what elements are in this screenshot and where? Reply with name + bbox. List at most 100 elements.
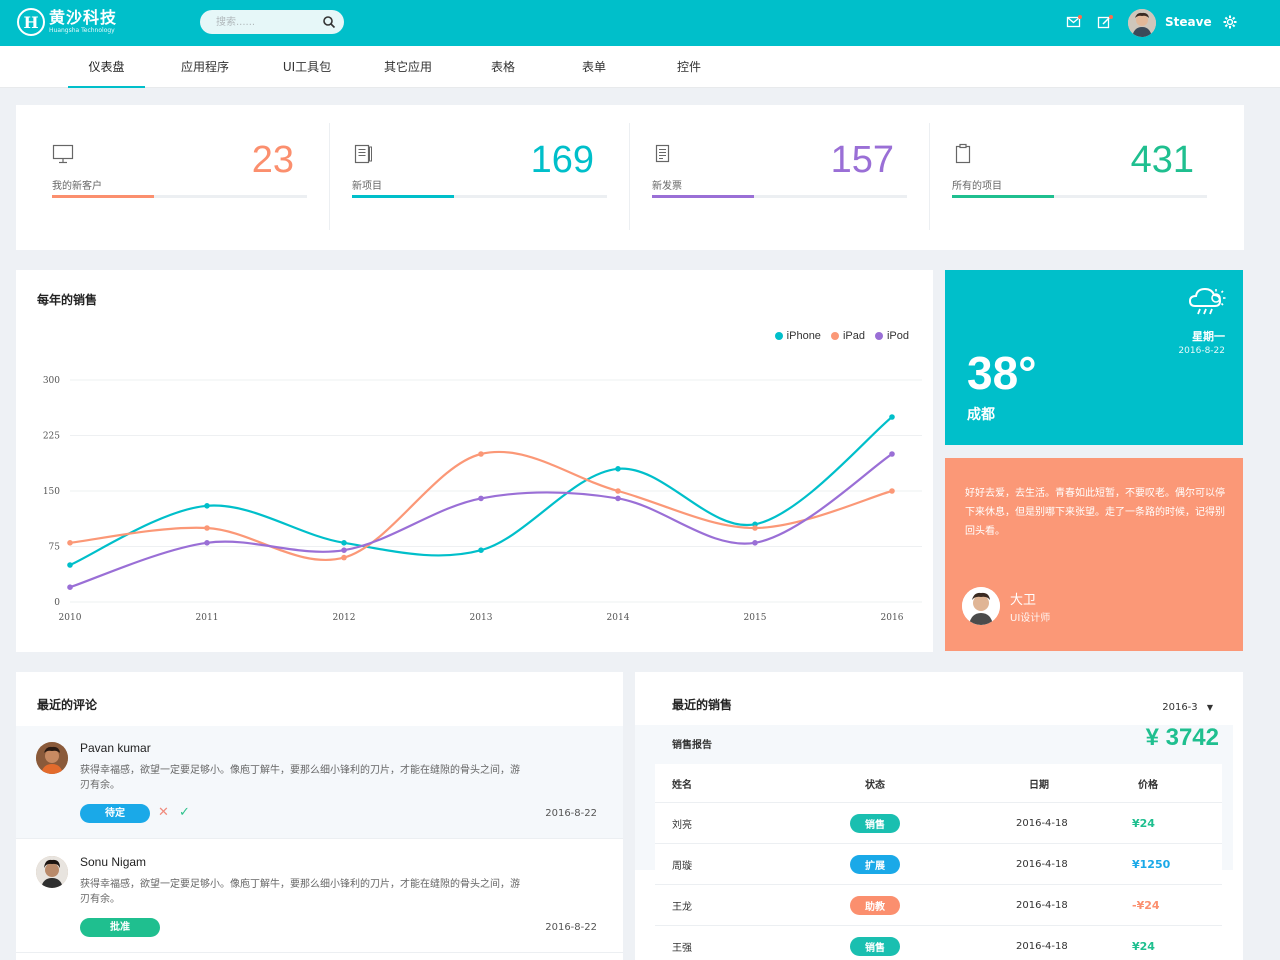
comment-status-badge[interactable]: 批准: [80, 918, 160, 937]
weather-date: 2016-8-22: [1178, 346, 1225, 356]
stat-value: 157: [830, 139, 894, 181]
stat-label: 我的新客户: [52, 181, 102, 192]
legend-item-ipod[interactable]: iPod: [874, 330, 909, 342]
legend-label: iPod: [886, 330, 909, 342]
data-point-ipod[interactable]: [67, 584, 73, 590]
data-point-ipad[interactable]: [889, 488, 895, 494]
user-avatar[interactable]: [1128, 9, 1156, 37]
data-point-ipad[interactable]: [615, 488, 621, 494]
legend-label: iPad: [842, 330, 865, 342]
legend-item-ipad[interactable]: iPad: [830, 330, 865, 342]
username[interactable]: Steave: [1165, 15, 1212, 29]
stat-divider: [929, 123, 930, 230]
legend-item-iphone[interactable]: iPhone: [774, 330, 821, 342]
comment-status-badge[interactable]: 待定: [80, 804, 150, 823]
x-tick-label: 2016: [881, 613, 904, 623]
sales-table: 姓名 状态 日期 价格 刘亮 销售 2016-4-18 ¥24 周璇 扩展 20…: [655, 764, 1222, 960]
cell-name: 王龙: [672, 901, 692, 913]
legend-label: iPhone: [786, 330, 821, 342]
data-point-ipad[interactable]: [341, 554, 347, 561]
logo-mark: H: [17, 8, 45, 36]
quote-author-avatar[interactable]: [962, 587, 1000, 625]
sales-line-chart: 0 75 150 225 300 2010 2011 2012 2013 2014 2015 2016: [43, 376, 922, 623]
stat-new-invoices[interactable]: 新发票 157: [616, 123, 916, 230]
y-tick-label: 75: [49, 543, 61, 553]
nav-item-forms[interactable]: 表单: [581, 60, 606, 74]
comment-avatar[interactable]: [36, 856, 68, 888]
data-point-ipod[interactable]: [204, 540, 210, 546]
reject-icon[interactable]: ✕: [158, 805, 169, 820]
recent-comments-card: 最近的评论 Pavan kumar 获得幸福感，欲望一定要足够小。像庖丁解牛，要…: [16, 672, 623, 960]
stat-divider: [329, 123, 330, 230]
weather-temperature: 38°: [967, 347, 1037, 399]
approve-icon[interactable]: ✓: [179, 805, 190, 820]
cell-date: 2016-4-18: [1016, 817, 1068, 829]
comment-date: 2016-8-22: [545, 922, 597, 933]
weather-card: 星期一 2016-8-22 38° 成都: [945, 270, 1243, 445]
nav-item-widgets[interactable]: 控件: [676, 60, 701, 74]
nav-item-other-apps[interactable]: 其它应用: [383, 60, 432, 74]
stat-new-clients[interactable]: 我的新客户 23: [16, 123, 316, 230]
table-row[interactable]: 刘亮 销售 2016-4-18 ¥24: [655, 803, 1222, 844]
weather-city: 成都: [967, 407, 995, 423]
sales-report-label: 销售报告: [672, 740, 712, 751]
data-point-iphone[interactable]: [67, 562, 73, 568]
cell-name: 王强: [672, 942, 692, 954]
weather-day: 星期一: [1192, 330, 1225, 343]
column-header-price: 价格: [1138, 779, 1158, 791]
x-tick-label: 2011: [196, 613, 219, 623]
stat-progress-fill: [652, 195, 754, 198]
search-input[interactable]: [200, 10, 310, 35]
search-box: [200, 10, 344, 35]
stat-value: 169: [530, 139, 594, 181]
data-point-ipad[interactable]: [67, 540, 73, 546]
quote-card: 好好去爱，去生活。青春如此短暂，不要叹老。偶尔可以停下来休息，但是别哪下来张望。…: [945, 458, 1243, 651]
x-tick-label: 2010: [59, 613, 82, 623]
stat-all-projects[interactable]: 所有的项目 431: [916, 123, 1216, 230]
comment-avatar[interactable]: [36, 742, 68, 774]
stat-label: 所有的项目: [952, 181, 1002, 192]
quote-author-role: UI设计师: [1010, 613, 1051, 624]
data-point-ipad[interactable]: [752, 525, 758, 531]
data-point-ipad[interactable]: [204, 525, 210, 531]
user-avatar-image: [1128, 9, 1156, 37]
stat-new-projects[interactable]: 新项目 169: [316, 123, 616, 230]
data-point-ipod[interactable]: [889, 451, 895, 457]
logo[interactable]: H 黄沙科技 Huangsha Technology: [17, 8, 117, 36]
data-point-iphone[interactable]: [204, 503, 210, 509]
nav-item-tables[interactable]: 表格: [490, 60, 515, 74]
cloud-sun-icon: [1188, 287, 1226, 315]
nav-item-apps[interactable]: 应用程序: [180, 60, 229, 74]
stat-progress-track: [52, 195, 307, 198]
table-row[interactable]: 王龙 助教 2016-4-18 -¥24: [655, 885, 1222, 926]
gear-icon[interactable]: [1222, 14, 1238, 30]
data-point-iphone[interactable]: [478, 547, 484, 553]
data-point-iphone[interactable]: [341, 540, 347, 546]
nav-item-ui-kit[interactable]: UI工具包: [282, 60, 332, 74]
data-point-ipod[interactable]: [341, 547, 347, 553]
data-point-ipod[interactable]: [615, 495, 621, 502]
nav-item-dashboard[interactable]: 仪表盘: [68, 46, 145, 88]
data-point-ipod[interactable]: [752, 540, 758, 546]
month-select[interactable]: 2016-3 ▼: [1162, 702, 1213, 713]
table-row[interactable]: 周璇 扩展 2016-4-18 ¥1250: [655, 844, 1222, 885]
stat-value: 431: [1130, 139, 1194, 181]
table-row[interactable]: 王强 销售 2016-4-18 ¥24: [655, 926, 1222, 960]
stat-progress-fill: [952, 195, 1054, 198]
x-tick-label: 2013: [470, 613, 493, 623]
data-point-iphone[interactable]: [889, 414, 895, 420]
legend-dot: [830, 332, 839, 340]
search-icon[interactable]: [322, 15, 336, 29]
edit-icon[interactable]: [1097, 14, 1113, 30]
quote-author-name: 大卫: [1010, 593, 1037, 608]
clipboard-icon: [955, 143, 971, 164]
data-point-ipod[interactable]: [478, 495, 484, 502]
cell-name: 周璇: [672, 860, 692, 872]
invoice-icon: [655, 144, 670, 163]
monitor-icon: [52, 144, 74, 164]
mail-icon[interactable]: [1066, 14, 1082, 30]
data-point-ipad[interactable]: [478, 451, 484, 457]
data-point-iphone[interactable]: [615, 466, 621, 472]
stat-value: 23: [251, 139, 294, 181]
cell-date: 2016-4-18: [1016, 940, 1068, 952]
